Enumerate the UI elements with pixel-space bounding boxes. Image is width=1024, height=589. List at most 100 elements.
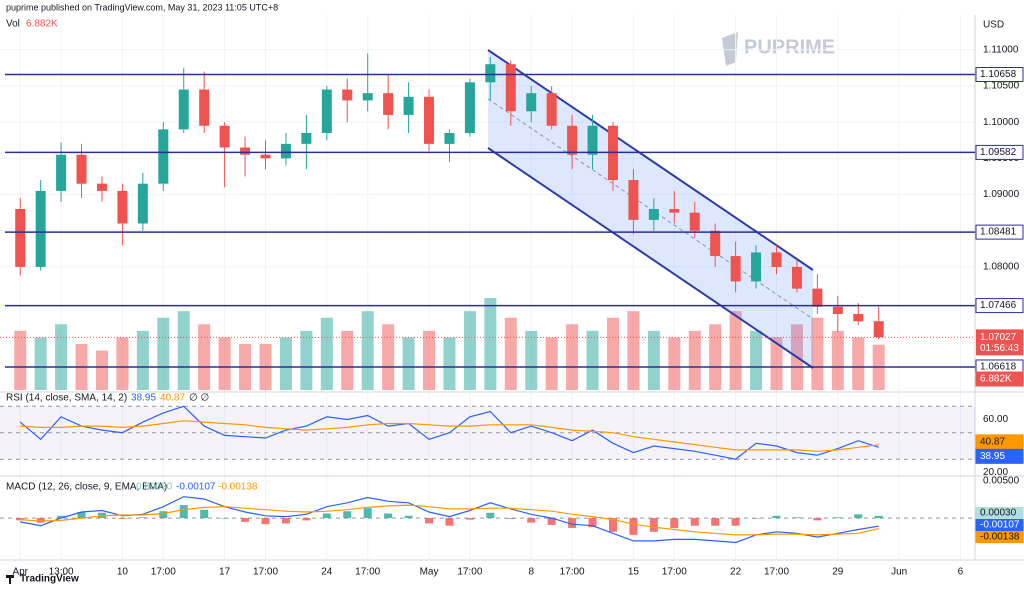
indicator-line <box>20 496 879 544</box>
macd-histogram-bar <box>752 518 761 519</box>
candle-body <box>199 89 210 126</box>
rsi-sma-tag-bg <box>975 434 1024 450</box>
candle-body <box>464 82 475 134</box>
macd-histogram-bar <box>425 518 434 524</box>
volume-bar <box>566 324 579 390</box>
volume-bar <box>95 350 108 390</box>
macd-histogram-bar <box>690 518 699 526</box>
y-tick-label: 0.00500 <box>983 476 1020 487</box>
candle-body <box>403 96 414 115</box>
volume-bar <box>443 337 456 390</box>
volume-bar <box>361 311 374 390</box>
x-tick-label: 17:00 <box>764 567 789 578</box>
candle-body <box>117 190 128 224</box>
macd-histogram-bar <box>241 518 250 522</box>
x-tick-label: 17 <box>219 567 231 578</box>
volume-bar <box>402 337 415 390</box>
rsi-value: 38.95 <box>131 393 156 404</box>
rsi-na: ∅ ∅ <box>189 393 209 404</box>
currency: USD <box>983 20 1004 31</box>
macd-signal-tag: -0.00138 <box>980 532 1020 543</box>
candle-body <box>771 252 782 267</box>
y-tick-label: 1.10500 <box>983 81 1020 92</box>
channel-lower <box>487 147 814 369</box>
macd-histogram-bar <box>281 518 290 524</box>
candle-body <box>546 93 557 126</box>
candle-body <box>505 64 516 112</box>
macd-signal-value: -0.00138 <box>218 482 258 493</box>
volume-tag-bg <box>975 371 1024 387</box>
candle-body <box>628 180 639 220</box>
candle-body <box>260 154 271 159</box>
macd-histogram-bar <box>608 518 617 532</box>
x-tick-label: 6 <box>958 567 964 578</box>
level-label: 1.08481 <box>980 227 1017 238</box>
macd-histogram-bar <box>200 509 209 519</box>
candle-body <box>301 133 312 144</box>
candle-body <box>832 306 843 314</box>
volume-bar <box>463 311 476 390</box>
x-tick-label: 17:00 <box>457 567 482 578</box>
rsi-sma-value: 40.87 <box>160 393 185 404</box>
macd-tag-bg <box>975 519 1024 531</box>
volume-bar <box>218 337 231 390</box>
candle-body <box>35 190 46 267</box>
volume-bar <box>831 330 844 390</box>
macd-histogram-bar <box>384 513 393 519</box>
volume-bar <box>750 330 763 390</box>
rsi-tag-bg <box>975 448 1024 464</box>
macd-histogram-bar <box>363 508 372 519</box>
y-tick-label: 1.10000 <box>983 117 1020 128</box>
volume-bar <box>34 337 47 390</box>
volume-bar <box>157 317 170 390</box>
macd-hist-tag-bg <box>975 507 1024 519</box>
volume-value: 6.882K <box>26 19 58 30</box>
macd-histogram-bar <box>813 518 822 521</box>
volume-bar <box>709 324 722 390</box>
x-tick-label: 22 <box>730 567 742 578</box>
macd-histogram-bar <box>118 518 127 519</box>
current-price-bg <box>976 329 1023 356</box>
macd-histogram-bar <box>527 518 536 523</box>
macd-histogram-bar <box>343 511 352 519</box>
y-tick-label: 1.11000 <box>983 44 1019 55</box>
x-tick-label: 10 <box>117 567 129 578</box>
x-tick-label: Apr <box>12 567 28 578</box>
candle-body <box>342 89 353 101</box>
candle-body <box>669 209 680 213</box>
y-tick-label: 1.09000 <box>983 189 1020 200</box>
watermark: PUPRIME <box>722 32 835 66</box>
candle-body <box>158 129 169 184</box>
macd-histogram-bar <box>322 513 331 519</box>
indicator-line <box>19 405 879 460</box>
macd-histogram-bar <box>302 518 311 521</box>
volume-bar <box>382 324 395 390</box>
macd-histogram-bar <box>568 518 577 528</box>
volume-bar <box>729 311 742 390</box>
candle-body <box>444 133 455 144</box>
candle-body <box>873 321 884 338</box>
volume-bar <box>545 337 558 390</box>
candle-body <box>730 256 741 282</box>
channel-upper <box>487 49 814 271</box>
macd-histogram-bar <box>16 518 25 521</box>
macd-histogram-bar <box>159 511 168 519</box>
macd-histogram-bar <box>649 518 658 532</box>
volume-bar <box>300 330 313 390</box>
x-tick-label: 15 <box>628 567 640 578</box>
candle-body <box>526 93 537 112</box>
macd-histogram-bar <box>731 518 740 526</box>
volume-bar <box>341 330 354 390</box>
macd-title: MACD (12, 26, close, 9, EMA, EMA) <box>6 482 167 493</box>
volume-title: Vol <box>6 19 20 30</box>
watermark-logo <box>722 32 738 66</box>
candle-body <box>362 93 373 101</box>
rsi-tag: 38.95 <box>980 451 1005 462</box>
volume-bar <box>606 317 619 390</box>
macd-histogram-bar <box>670 518 679 528</box>
channel-mid <box>487 98 814 320</box>
candle-body <box>587 125 598 155</box>
level-label: 1.10658 <box>980 69 1017 80</box>
x-tick-label: 17:00 <box>355 567 380 578</box>
macd-histogram-bar <box>547 518 556 525</box>
